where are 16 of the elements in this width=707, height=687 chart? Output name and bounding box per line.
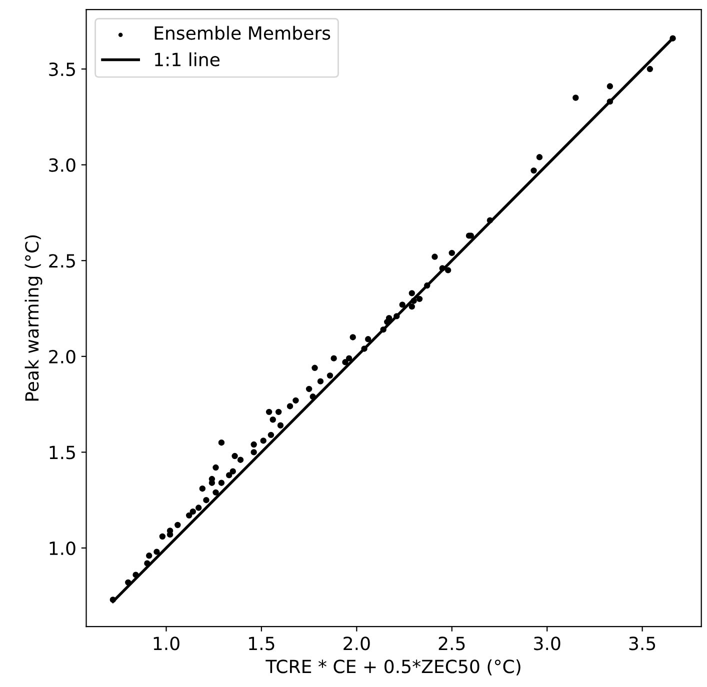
y-tick-label: 1.0 <box>50 541 76 556</box>
x-tick-label: 3.0 <box>534 636 560 650</box>
x-tick-label: 3.5 <box>629 636 656 650</box>
y-tick-label: 3.5 <box>49 62 75 76</box>
legend-label: Ensemble Members <box>154 26 330 40</box>
y-tick-label: 2.5 <box>49 254 75 268</box>
y-tick-label: 2.0 <box>49 350 76 364</box>
y-tick-label: 1.5 <box>50 446 75 460</box>
legend-label: 1:1 line <box>155 52 220 66</box>
x-tick-label: 2.0 <box>344 636 370 650</box>
x-tick-label: 2.5 <box>438 636 465 650</box>
x-tick-label: 1.5 <box>249 636 274 650</box>
x-tick-label: 1.0 <box>154 636 180 650</box>
x-axis-title: TCRE * CE + 0.5*ZEC50 (°C) <box>266 659 520 676</box>
y-axis-title: Peak warming (°C) <box>24 235 42 401</box>
y-tick-label: 3.0 <box>49 158 76 172</box>
